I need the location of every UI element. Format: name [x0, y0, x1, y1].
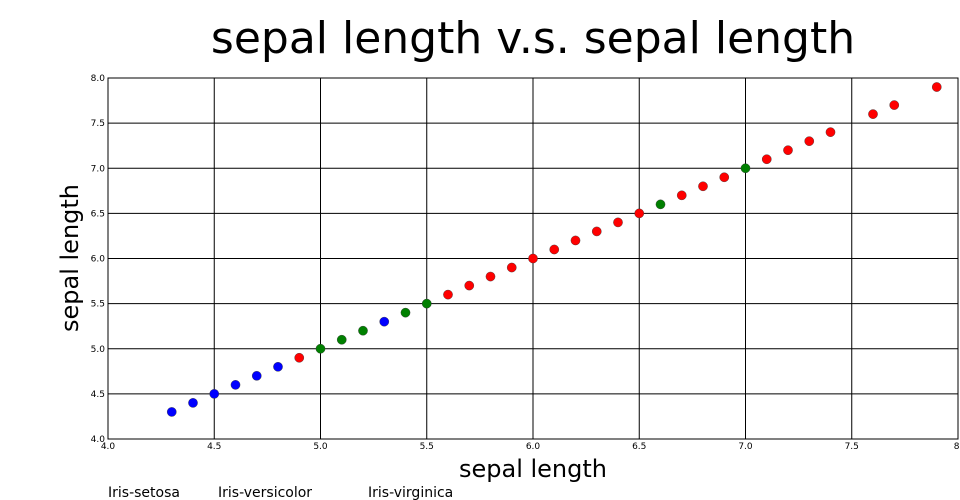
legend: Iris-setosa Iris-versicolor Iris-virginica	[108, 485, 453, 500]
data-point-iris-virginica	[889, 100, 900, 110]
data-point-iris-versicolor	[740, 163, 751, 174]
data-point-iris-versicolor	[358, 325, 368, 336]
data-point-iris-setosa	[188, 398, 198, 408]
data-point-iris-virginica	[804, 136, 815, 146]
x-tick-label: 4.5	[207, 442, 221, 452]
y-tick-label: 4.5	[91, 390, 105, 400]
data-point-iris-virginica	[613, 217, 623, 228]
data-point-iris-virginica	[443, 289, 453, 300]
x-tick-label: 8.	[954, 442, 960, 452]
y-tick-labels: 4.0 4.5 5.0 5.5 6.0 6.5 7.0 7.5 8.0	[91, 74, 106, 445]
data-point-iris-virginica	[549, 244, 560, 255]
legend-item-iris-versicolor: Iris-versicolor	[218, 485, 312, 500]
data-point-iris-versicolor	[315, 343, 326, 354]
data-point-iris-setosa	[209, 389, 220, 399]
x-tick-label: 7.5	[845, 442, 859, 452]
data-point-iris-virginica	[528, 253, 538, 264]
x-tick-label: 5.5	[420, 442, 434, 452]
y-tick-label: 5.5	[91, 300, 105, 310]
grid-lines	[108, 78, 958, 439]
data-point-iris-virginica	[570, 235, 581, 246]
x-axis-label: sepal length	[459, 455, 607, 483]
data-point-iris-virginica	[783, 145, 793, 155]
x-tick-label: 4.0	[101, 442, 116, 452]
y-tick-label: 6.5	[91, 209, 105, 219]
data-point-iris-versicolor	[400, 307, 411, 318]
data-point-iris-virginica	[634, 208, 645, 219]
data-point-iris-setosa	[379, 316, 390, 327]
y-tick-label: 8.0	[91, 74, 106, 84]
x-tick-label: 5.0	[313, 442, 328, 452]
y-tick-label: 4.0	[91, 435, 106, 445]
data-point-iris-setosa	[251, 371, 262, 381]
y-tick-label: 7.5	[91, 119, 105, 129]
chart-title: sepal length v.s. sepal length	[211, 13, 855, 64]
x-tick-labels: 4.0 4.5 5.0 5.5 6.0 6.5 7.0 7.5 8.	[101, 442, 960, 452]
data-point-iris-versicolor	[336, 334, 347, 345]
legend-item-iris-virginica: Iris-virginica	[368, 485, 453, 500]
y-tick-label: 5.0	[91, 345, 106, 355]
x-tick-label: 7.0	[738, 442, 753, 452]
data-point-iris-setosa	[230, 380, 241, 390]
data-point-iris-setosa	[273, 361, 283, 372]
data-point-iris-virginica	[825, 127, 836, 137]
y-tick-label: 7.0	[91, 164, 106, 174]
data-point-iris-virginica	[698, 181, 708, 192]
y-axis-label: sepal length	[56, 184, 84, 332]
data-point-iris-virginica	[868, 109, 878, 119]
plot-frame	[107, 77, 959, 440]
data-points	[166, 82, 942, 417]
data-point-iris-virginica	[506, 262, 517, 273]
x-tick-label: 6.5	[632, 442, 646, 452]
data-point-iris-versicolor	[655, 199, 666, 210]
data-point-iris-virginica	[485, 271, 496, 282]
x-tick-label: 6.0	[526, 442, 541, 452]
data-point-iris-virginica	[294, 352, 305, 363]
data-point-iris-virginica	[591, 226, 602, 237]
data-point-iris-virginica	[464, 280, 475, 291]
data-point-iris-setosa	[166, 407, 177, 417]
data-point-iris-virginica	[931, 82, 942, 92]
data-point-iris-virginica	[719, 172, 730, 183]
data-point-iris-versicolor	[421, 298, 432, 309]
data-point-iris-virginica	[676, 190, 687, 201]
y-tick-label: 6.0	[91, 255, 106, 265]
legend-item-iris-setosa: Iris-setosa	[108, 485, 180, 500]
data-point-iris-virginica	[761, 154, 772, 165]
